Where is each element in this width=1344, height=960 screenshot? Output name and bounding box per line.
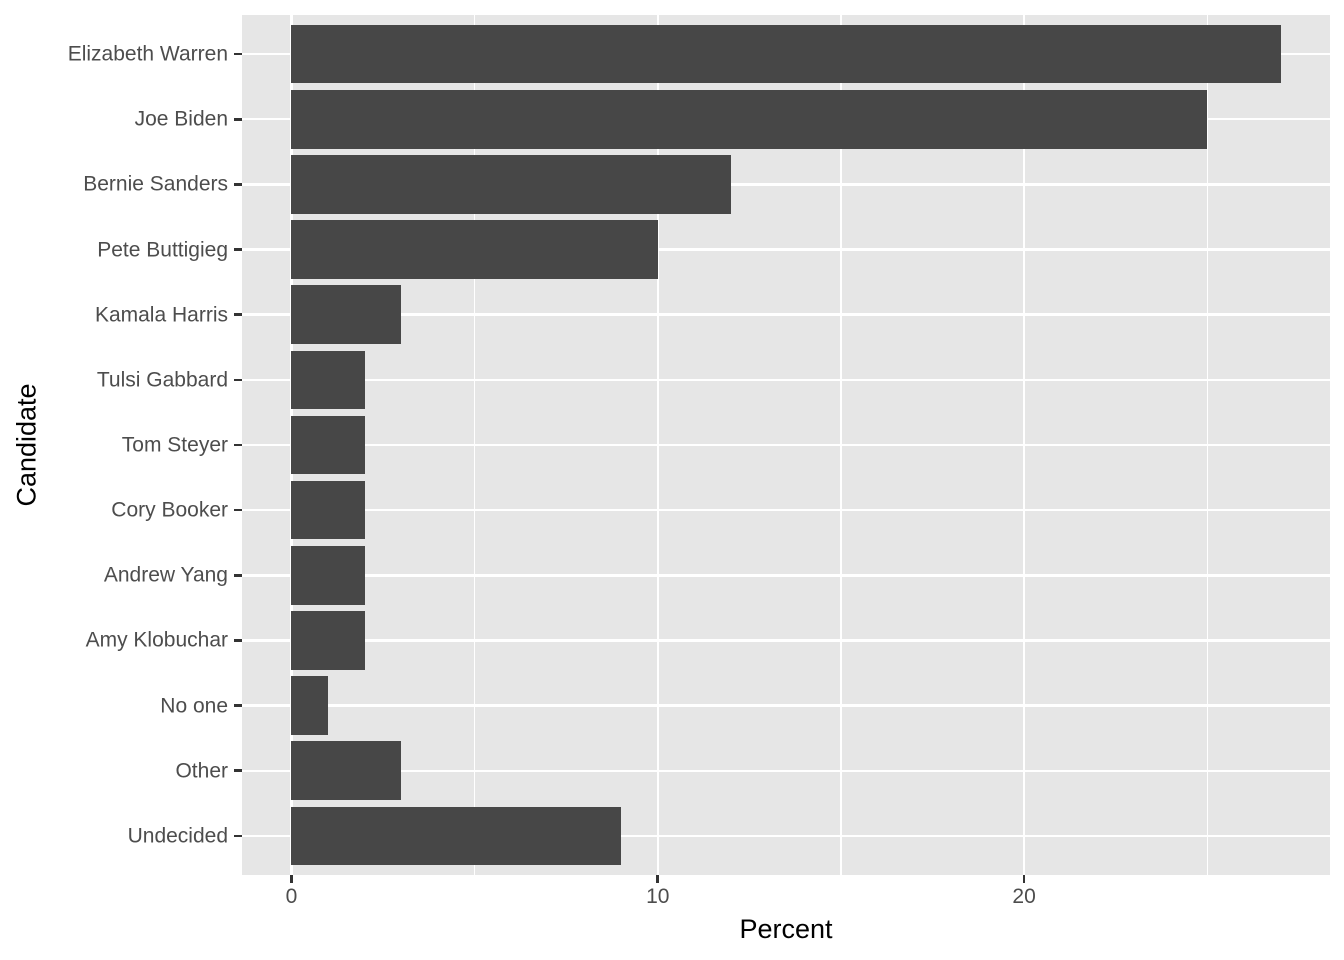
bar	[291, 24, 1281, 84]
y-tick-label: Elizabeth Warren	[67, 42, 228, 66]
y-tick-mark	[234, 704, 242, 707]
y-tick-mark	[234, 117, 242, 121]
y-major-gridline	[242, 378, 1330, 382]
y-major-gridline	[242, 834, 1330, 838]
x-tick-label: 10	[646, 885, 670, 908]
y-tick-mark	[234, 769, 242, 773]
y-tick-label: Tulsi Gabbard	[96, 368, 228, 392]
y-major-gridline	[242, 183, 1330, 186]
y-tick-mark	[234, 378, 242, 382]
bar	[291, 611, 365, 670]
y-major-gridline	[242, 443, 1330, 447]
y-tick-label: Pete Buttigieg	[97, 237, 228, 261]
y-tick-label: Amy Klobuchar	[85, 628, 228, 652]
y-major-gridline	[242, 769, 1330, 772]
plot-panel	[242, 15, 1330, 875]
y-tick-mark	[234, 183, 242, 186]
bar	[291, 676, 329, 735]
y-tick-label: No one	[160, 694, 228, 718]
x-tick-label: 20	[1012, 885, 1036, 908]
y-tick-mark	[234, 443, 242, 447]
y-tick-mark	[234, 834, 242, 838]
bar	[291, 480, 365, 540]
y-tick-label: Kamala Harris	[94, 303, 228, 327]
y-tick-label: Undecided	[127, 824, 228, 848]
y-tick-label: Cory Booker	[111, 498, 228, 522]
y-tick-mark	[234, 313, 242, 316]
x-tick-mark	[290, 875, 293, 883]
bar	[291, 155, 732, 214]
y-tick-label: Tom Steyer	[121, 433, 228, 457]
bar	[291, 285, 402, 344]
y-tick-label: Bernie Sanders	[83, 172, 228, 196]
y-tick-mark	[234, 248, 242, 251]
y-major-gridline	[242, 639, 1330, 642]
bar	[291, 545, 365, 605]
x-tick-mark	[1022, 875, 1026, 883]
y-major-gridline	[242, 574, 1330, 577]
y-axis-title: Candidate	[11, 383, 42, 507]
y-tick-mark	[234, 52, 242, 56]
y-tick-label: Andrew Yang	[103, 563, 228, 587]
y-major-gridline	[242, 248, 1330, 251]
y-tick-mark	[234, 574, 242, 577]
x-tick-label: 0	[285, 885, 298, 908]
bar	[291, 806, 622, 866]
y-tick-label: Other	[175, 759, 228, 783]
bar	[291, 741, 402, 801]
x-tick-mark	[656, 875, 660, 883]
y-tick-mark	[234, 639, 242, 642]
bar	[291, 89, 1208, 149]
bar	[291, 220, 658, 279]
x-axis-title: Percent	[739, 914, 833, 944]
y-major-gridline	[242, 704, 1330, 707]
y-tick-label: Joe Biden	[134, 107, 228, 131]
y-major-gridline	[242, 313, 1330, 316]
bar	[291, 415, 365, 475]
bar	[291, 350, 365, 410]
y-major-gridline	[242, 508, 1330, 512]
y-tick-mark	[234, 508, 242, 512]
